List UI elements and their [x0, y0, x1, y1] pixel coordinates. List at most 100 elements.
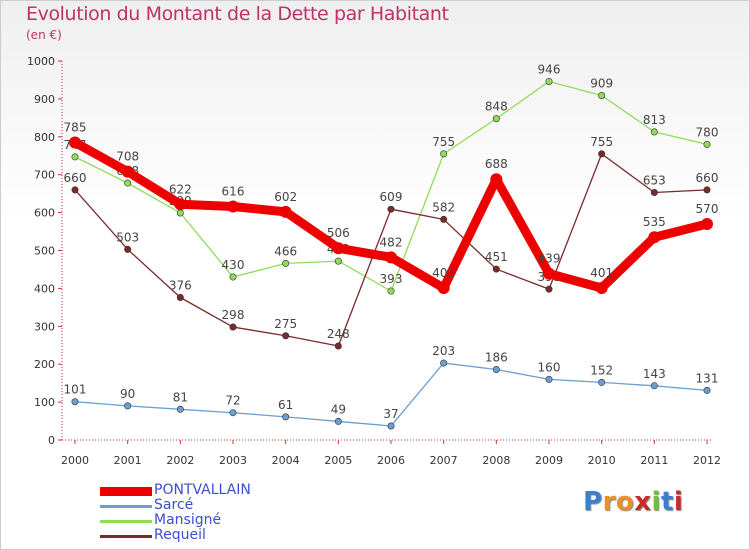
data-point-pontvallain — [174, 198, 187, 211]
data-label-sarce: 131 — [696, 371, 719, 385]
data-point-mansigne — [440, 150, 448, 158]
y-tick-label: 700 — [34, 169, 55, 182]
data-label-pontvallain: 616 — [222, 185, 245, 199]
data-label-requeil: 755 — [590, 135, 613, 149]
y-tick-label: 300 — [34, 320, 55, 333]
data-label-pontvallain: 535 — [643, 215, 666, 229]
data-label-pontvallain: 708 — [116, 150, 139, 164]
x-tick-label: 2001 — [114, 454, 142, 467]
data-point-mansigne — [124, 179, 132, 187]
data-point-pontvallain — [437, 282, 450, 295]
data-label-mansigne: 848 — [485, 100, 508, 114]
data-label-requeil: 451 — [485, 250, 508, 264]
data-label-sarce: 81 — [173, 390, 188, 404]
y-tick-label: 100 — [34, 396, 55, 409]
data-label-sarce: 101 — [64, 383, 87, 397]
data-label-pontvallain: 688 — [485, 157, 508, 171]
data-label-pontvallain: 570 — [696, 202, 719, 216]
data-point-sarce — [703, 386, 711, 394]
x-tick-label: 2007 — [430, 454, 458, 467]
data-label-sarce: 160 — [538, 360, 561, 374]
data-point-requeil — [703, 186, 711, 194]
data-point-pontvallain — [69, 136, 81, 149]
legend-label-mansigne: Mansigné — [154, 512, 222, 528]
data-label-pontvallain: 401 — [590, 266, 613, 280]
data-label-mansigne: 946 — [538, 62, 561, 76]
data-label-sarce: 203 — [432, 344, 455, 358]
data-label-sarce: 72 — [225, 394, 240, 408]
proxiti-logo: Proxiti — [583, 487, 684, 517]
legend-label-sarce: Sarcé — [154, 497, 194, 513]
data-point-requeil — [71, 186, 79, 194]
data-label-pontvallain: 482 — [380, 235, 403, 249]
data-point-pontvallain — [543, 267, 555, 280]
data-label-requeil: 582 — [432, 200, 455, 214]
x-tick-label: 2003 — [219, 454, 247, 467]
x-tick-label: 2005 — [324, 454, 352, 467]
data-label-requeil: 298 — [222, 308, 245, 322]
data-label-pontvallain: 602 — [274, 190, 297, 204]
data-point-sarce — [71, 398, 79, 406]
x-tick-label: 2010 — [588, 454, 616, 467]
x-tick-label: 2000 — [61, 454, 89, 467]
data-label-sarce: 143 — [643, 367, 666, 381]
data-label-requeil: 660 — [64, 171, 87, 185]
x-tick-label: 2008 — [482, 454, 510, 467]
data-point-mansigne — [492, 115, 500, 123]
data-point-pontvallain — [490, 173, 503, 186]
x-tick-label: 2011 — [640, 454, 668, 467]
data-point-sarce — [229, 409, 237, 417]
data-point-mansigne — [229, 273, 237, 281]
y-tick-label: 900 — [34, 93, 55, 106]
data-label-mansigne: 813 — [643, 113, 666, 127]
data-label-requeil: 503 — [116, 230, 139, 244]
x-tick-label: 2012 — [693, 454, 721, 467]
data-point-mansigne — [598, 91, 606, 99]
data-point-requeil — [334, 342, 342, 350]
data-point-pontvallain — [385, 251, 397, 264]
line-chart: 0 100 200 300 400 500 600 700 800 900 1000 2000 2001… — [27, 55, 721, 467]
data-label-pontvallain: 401 — [432, 266, 455, 280]
x-tick-label: 2006 — [377, 454, 405, 467]
data-label-mansigne: 393 — [380, 272, 403, 286]
data-point-sarce — [334, 417, 342, 425]
data-point-pontvallain — [279, 205, 292, 218]
data-point-mansigne — [334, 257, 342, 265]
data-point-pontvallain — [332, 242, 345, 255]
data-point-requeil — [440, 215, 448, 223]
data-point-requeil — [650, 189, 658, 197]
data-point-sarce — [176, 405, 184, 413]
data-label-requeil: 609 — [380, 190, 403, 204]
data-point-mansigne — [176, 209, 184, 217]
data-label-pontvallain: 622 — [169, 182, 192, 196]
data-label-requeil: 660 — [696, 171, 719, 185]
data-point-requeil — [492, 265, 500, 273]
data-label-requeil: 376 — [169, 278, 192, 292]
y-tick-label: 200 — [34, 358, 55, 371]
data-point-mansigne — [387, 287, 395, 295]
data-point-requeil — [545, 285, 553, 293]
y-tick-label: 400 — [34, 282, 55, 295]
data-label-pontvallain: 439 — [538, 252, 561, 266]
data-point-sarce — [387, 422, 395, 430]
data-point-requeil — [176, 293, 184, 301]
data-point-requeil — [598, 150, 606, 158]
data-label-sarce: 61 — [278, 398, 293, 412]
y-tick-label: 0 — [48, 434, 55, 447]
data-point-pontvallain — [121, 165, 134, 178]
legend-label-pontvallain: PONTVALLAIN — [154, 482, 251, 498]
data-point-pontvallain — [595, 282, 608, 295]
legend-swatch-mansigne — [100, 520, 152, 523]
legend-swatch-sarce — [100, 505, 152, 508]
data-label-mansigne: 430 — [222, 258, 245, 272]
data-point-sarce — [598, 378, 606, 386]
data-point-sarce — [650, 382, 658, 390]
data-label-mansigne: 780 — [696, 125, 719, 139]
data-label-mansigne: 909 — [590, 76, 613, 90]
data-label-sarce: 37 — [383, 407, 398, 421]
data-point-mansigne — [282, 259, 290, 267]
y-tick-label: 1000 — [27, 55, 55, 68]
x-tick-label: 2009 — [535, 454, 563, 467]
data-label-mansigne: 466 — [274, 244, 297, 258]
